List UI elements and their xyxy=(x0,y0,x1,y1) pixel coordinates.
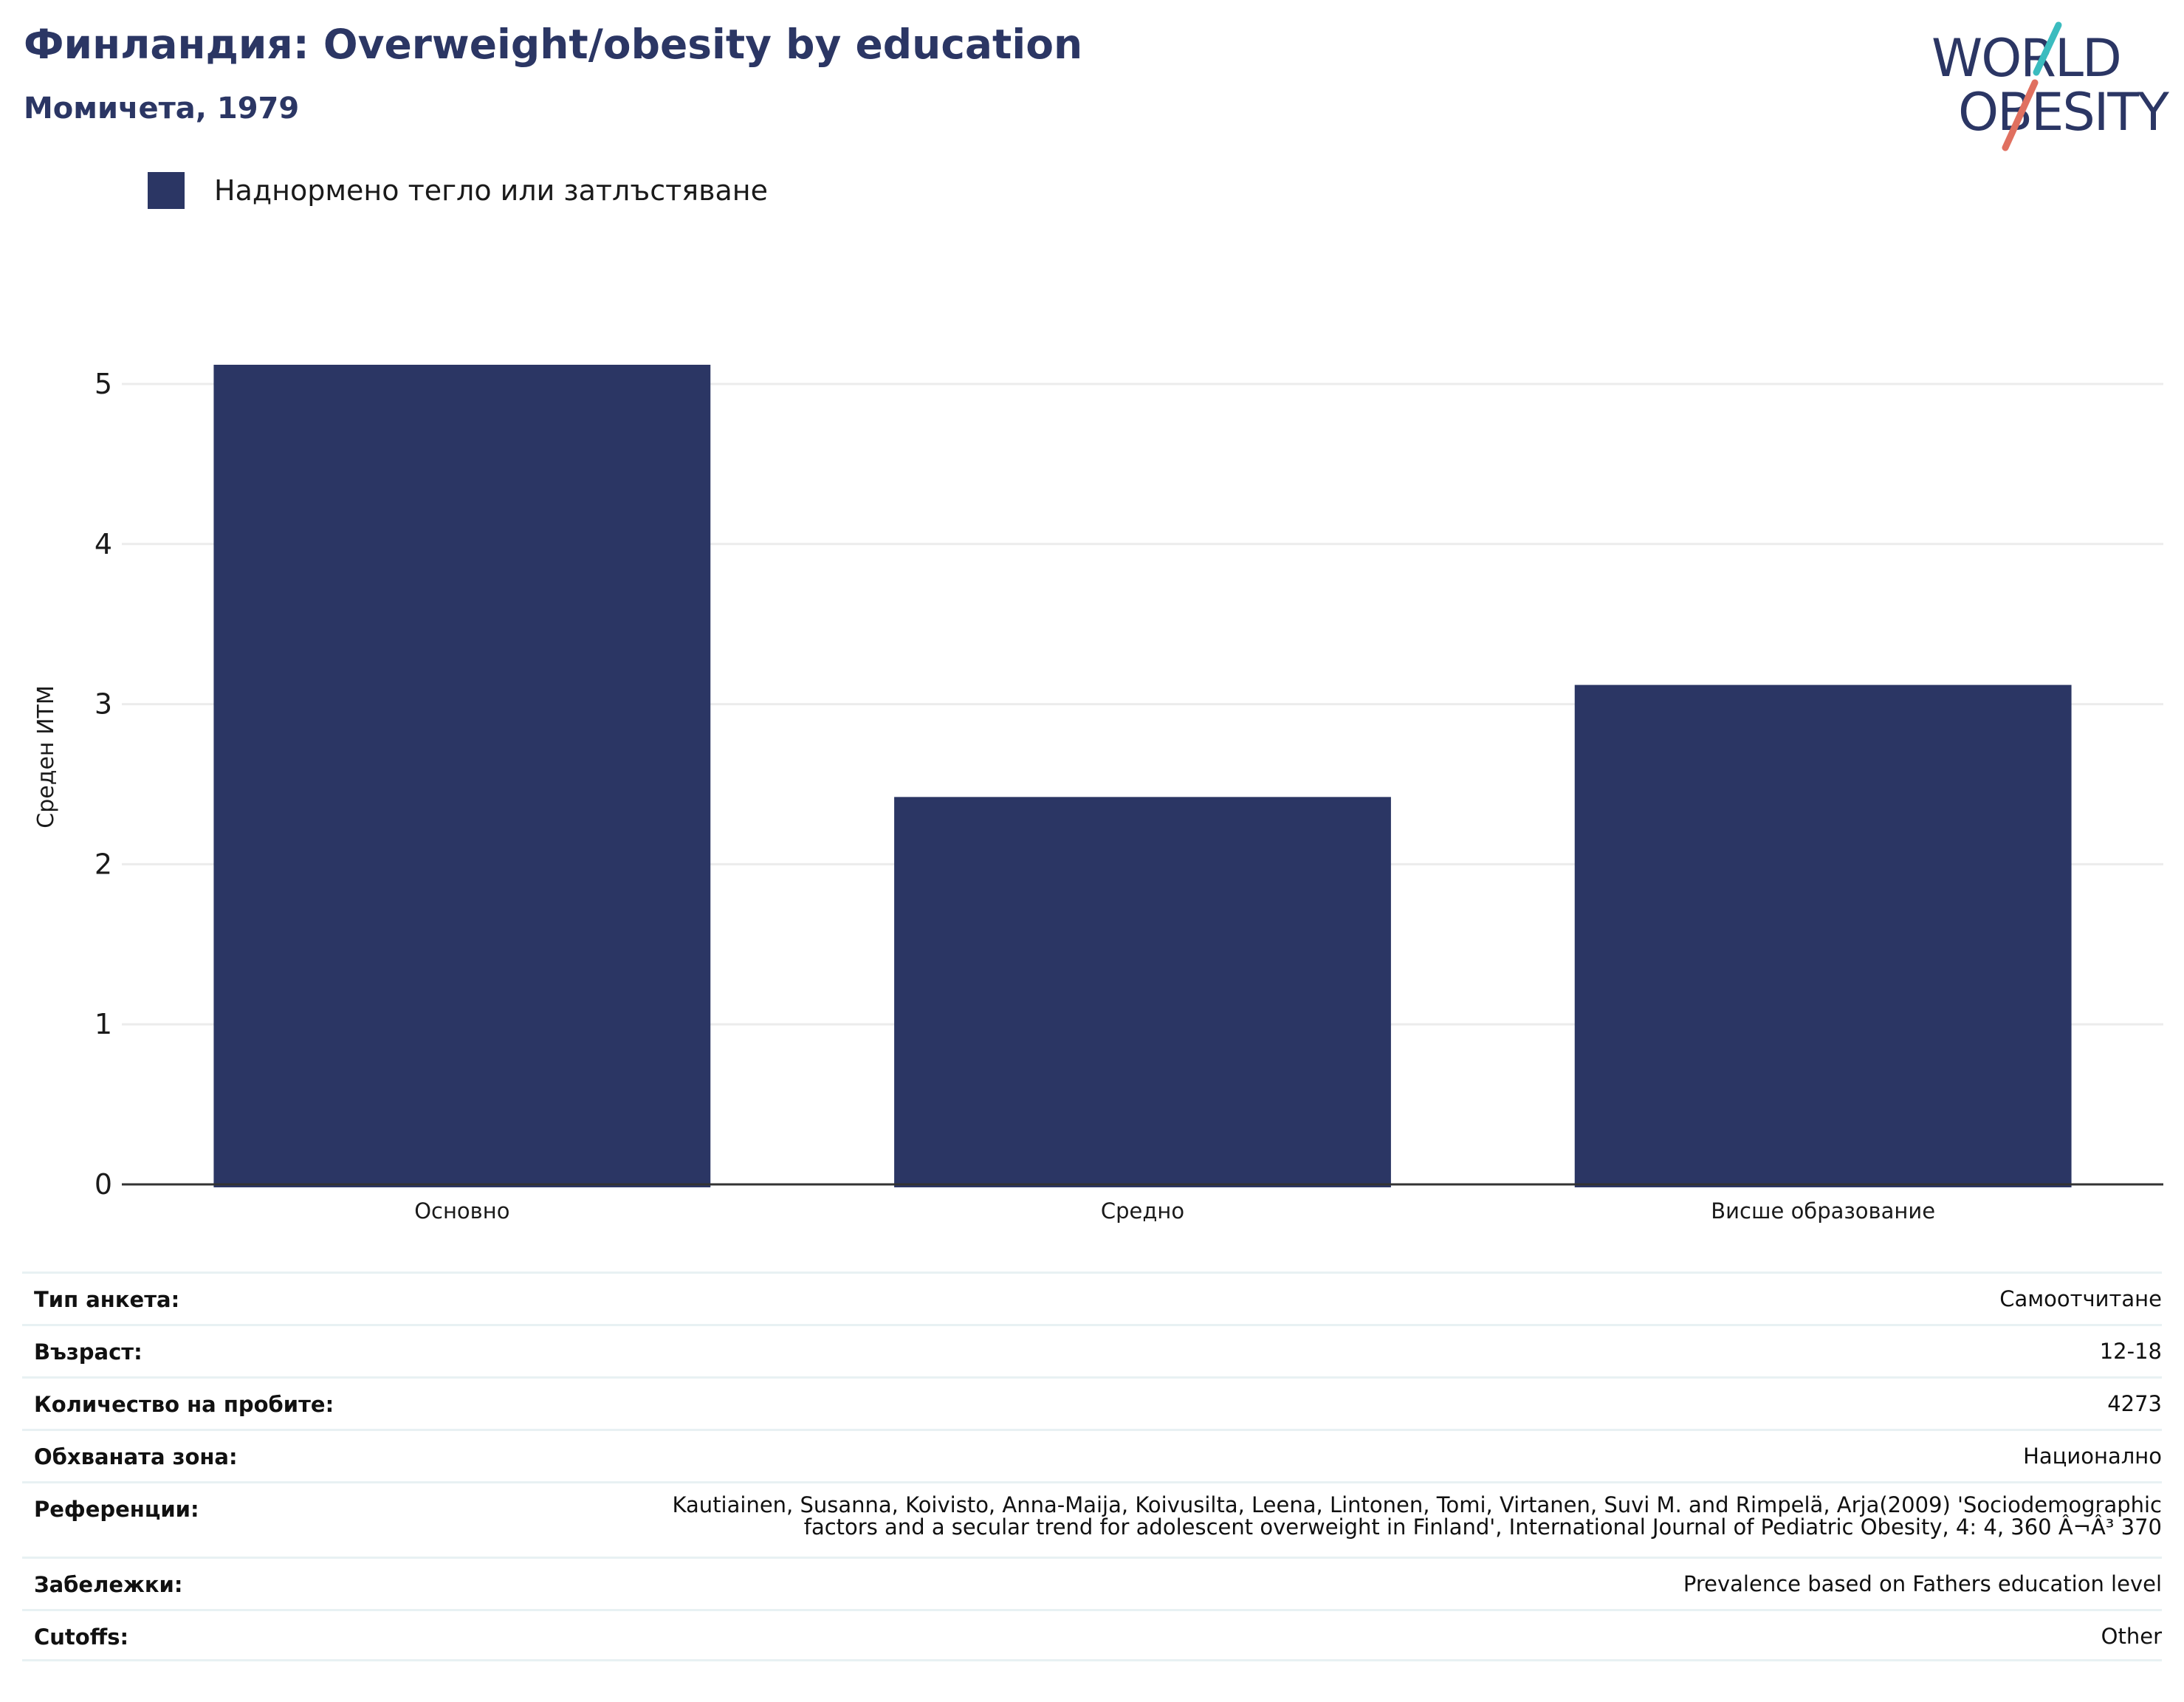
legend-swatch xyxy=(148,172,185,209)
y-tick-label: 2 xyxy=(95,848,112,880)
bar xyxy=(894,797,1391,1187)
x-tick-label: Висше образование xyxy=(1711,1198,1935,1224)
info-label: Референции: xyxy=(34,1497,199,1522)
y-tick-label: 0 xyxy=(95,1168,112,1201)
info-row: Количество на пробите: 4273 xyxy=(22,1376,2162,1429)
info-value: Prevalence based on Fathers education le… xyxy=(1683,1571,2162,1596)
page-title: Финландия: Overweight/obesity by educati… xyxy=(24,21,1083,68)
info-row: Обхваната зона: Национално xyxy=(22,1429,2162,1481)
info-value: Kautiainen, Susanna, Koivisto, Anna-Maij… xyxy=(673,1494,2162,1538)
page-subtitle: Момичета, 1979 xyxy=(24,92,300,126)
legend-label: Наднормено тегло или затлъстяване xyxy=(214,174,768,207)
info-label: Тип анкета: xyxy=(34,1287,180,1312)
info-value: Other xyxy=(2101,1624,2162,1649)
y-tick-label: 1 xyxy=(95,1008,112,1040)
info-row: Cutoffs: Other xyxy=(22,1609,2162,1661)
info-row: Тип анкета: Самоотчитане xyxy=(22,1272,2162,1324)
info-row: Възраст: 12-18 xyxy=(22,1324,2162,1376)
logo-text-obesity: OBESITY xyxy=(1958,82,2169,143)
bar-chart: 0 1 2 3 4 5 Основно Средно Висше образование Сред… xyxy=(33,364,2163,1224)
info-row: Референции: Kautiainen, Susanna, Koivisto… xyxy=(22,1481,2162,1557)
info-row: Забележки: Prevalence based on Fathers ed… xyxy=(22,1557,2162,1609)
info-value: Национално xyxy=(2023,1444,2162,1469)
info-label: Възраст: xyxy=(34,1339,142,1365)
y-tick-label: 5 xyxy=(95,368,112,400)
info-label: Обхваната зона: xyxy=(34,1444,238,1469)
logo-text-world: WORLD xyxy=(1931,28,2121,89)
x-tick-label: Средно xyxy=(1101,1198,1184,1224)
bar xyxy=(213,364,711,1187)
y-axis-title: Среден ИТМ xyxy=(33,685,59,828)
info-value: 12-18 xyxy=(2099,1339,2162,1364)
info-label: Забележки: xyxy=(34,1572,183,1597)
info-label: Количество на пробите: xyxy=(34,1392,334,1417)
info-value: 4273 xyxy=(2107,1391,2162,1416)
x-tick-label: Основно xyxy=(414,1198,509,1224)
info-value: Самоотчитане xyxy=(1999,1286,2162,1311)
y-tick-label: 3 xyxy=(95,688,112,721)
reference-line: Kautiainen, Susanna, Koivisto, Anna-Maij… xyxy=(672,1492,2162,1517)
logo-slash-teal xyxy=(2033,21,2062,76)
logo-slash-coral xyxy=(2002,79,2039,151)
world-obesity-logo: WORLD OBESITY xyxy=(1931,21,2171,151)
info-label: Cutoffs: xyxy=(34,1624,129,1650)
y-tick-label: 4 xyxy=(95,528,112,560)
reference-line: factors and a secular trend for adolesce… xyxy=(803,1514,2162,1540)
chart-legend: Наднормено тегло или затлъстяване xyxy=(148,171,768,210)
info-table: Тип анкета: Самоотчитане Възраст: 12-18 Коли… xyxy=(22,1272,2162,1661)
bar xyxy=(1574,684,2072,1187)
